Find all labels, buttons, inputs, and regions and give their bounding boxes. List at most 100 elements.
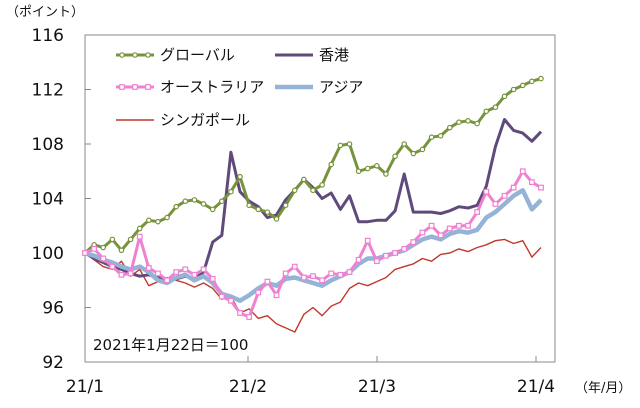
data-point xyxy=(255,289,262,296)
x-tick-label: 21/4 xyxy=(517,377,555,397)
data-point xyxy=(118,271,125,278)
data-point xyxy=(456,222,462,229)
y-tick-label: 112 xyxy=(32,81,64,101)
data-point xyxy=(173,269,180,275)
legend-marker xyxy=(119,84,125,90)
data-point xyxy=(191,271,198,278)
data-point xyxy=(145,265,152,271)
data-point xyxy=(437,133,444,139)
legend-item: オーストラリア xyxy=(116,78,264,96)
data-point xyxy=(492,104,499,111)
data-point xyxy=(319,277,326,284)
data-point xyxy=(291,263,298,270)
series-line xyxy=(84,238,542,333)
base-date-note: 2021年1月22日＝100 xyxy=(93,336,248,354)
series-layer xyxy=(82,75,544,333)
data-point xyxy=(127,236,134,243)
data-point xyxy=(273,216,280,222)
data-point xyxy=(501,93,508,100)
data-point xyxy=(465,222,471,229)
legend-marker xyxy=(119,52,125,58)
data-point xyxy=(228,188,234,195)
data-point xyxy=(428,134,435,140)
data-point xyxy=(364,237,371,244)
data-point xyxy=(100,255,107,262)
data-point xyxy=(355,168,362,175)
data-point xyxy=(109,263,116,270)
data-point xyxy=(465,118,471,124)
data-point xyxy=(392,250,398,256)
data-point xyxy=(91,246,98,252)
data-point xyxy=(146,217,152,224)
data-point xyxy=(164,214,170,221)
data-point xyxy=(82,250,88,256)
data-point xyxy=(529,78,535,85)
data-point xyxy=(164,277,170,284)
series-line xyxy=(84,118,543,282)
data-point xyxy=(218,293,225,300)
data-point xyxy=(510,86,517,93)
data-point xyxy=(410,239,417,246)
data-point xyxy=(282,270,289,277)
data-point xyxy=(200,201,207,207)
data-point xyxy=(519,82,526,89)
data-point xyxy=(310,187,316,194)
legend-label: アジア xyxy=(319,78,363,96)
data-point xyxy=(346,141,353,147)
data-point xyxy=(474,209,481,216)
y-tick-label: 108 xyxy=(32,135,64,155)
data-point xyxy=(483,188,490,195)
data-point xyxy=(337,142,344,149)
data-point xyxy=(200,266,207,273)
data-point xyxy=(446,225,453,232)
data-point xyxy=(355,256,362,263)
data-point xyxy=(474,120,480,127)
data-point xyxy=(237,310,243,316)
data-point xyxy=(538,184,544,191)
data-point xyxy=(264,278,271,285)
data-point xyxy=(219,198,225,205)
legend-item: 香港 xyxy=(275,46,349,64)
data-point xyxy=(446,124,453,131)
data-point xyxy=(492,201,499,207)
y-tick-label: 100 xyxy=(32,244,64,264)
series-4 xyxy=(84,238,542,333)
data-point xyxy=(237,173,243,180)
data-point xyxy=(282,202,289,209)
y-tick-label: 92 xyxy=(42,353,64,373)
data-point xyxy=(401,141,408,147)
data-point xyxy=(401,246,408,252)
data-point xyxy=(383,252,389,259)
data-point xyxy=(228,297,234,304)
data-point xyxy=(136,225,143,232)
x-tick-label: 21/1 xyxy=(66,377,104,397)
data-point xyxy=(173,203,180,210)
series-2 xyxy=(82,168,544,320)
data-point xyxy=(155,218,161,225)
legend-label: 香港 xyxy=(319,46,349,64)
series-line xyxy=(84,169,542,319)
data-point xyxy=(319,182,325,188)
y-tick-label: 104 xyxy=(32,190,64,210)
data-point xyxy=(109,236,116,243)
data-point xyxy=(374,163,380,169)
data-point xyxy=(136,233,143,240)
data-point xyxy=(519,168,526,175)
data-point xyxy=(528,179,535,186)
x-tick-label: 21/2 xyxy=(229,377,267,397)
data-point xyxy=(182,266,189,273)
data-point xyxy=(456,119,462,126)
data-point xyxy=(209,206,216,213)
legend-item: シンガポール xyxy=(116,111,250,129)
data-point xyxy=(264,209,271,215)
data-point xyxy=(346,269,353,275)
data-point xyxy=(501,192,508,199)
series-3 xyxy=(84,188,543,303)
data-point xyxy=(291,187,298,194)
y-tick-label: 96 xyxy=(42,299,64,319)
series-line xyxy=(83,77,542,255)
data-point xyxy=(483,108,490,115)
series-1 xyxy=(84,118,543,282)
data-point xyxy=(127,270,134,277)
